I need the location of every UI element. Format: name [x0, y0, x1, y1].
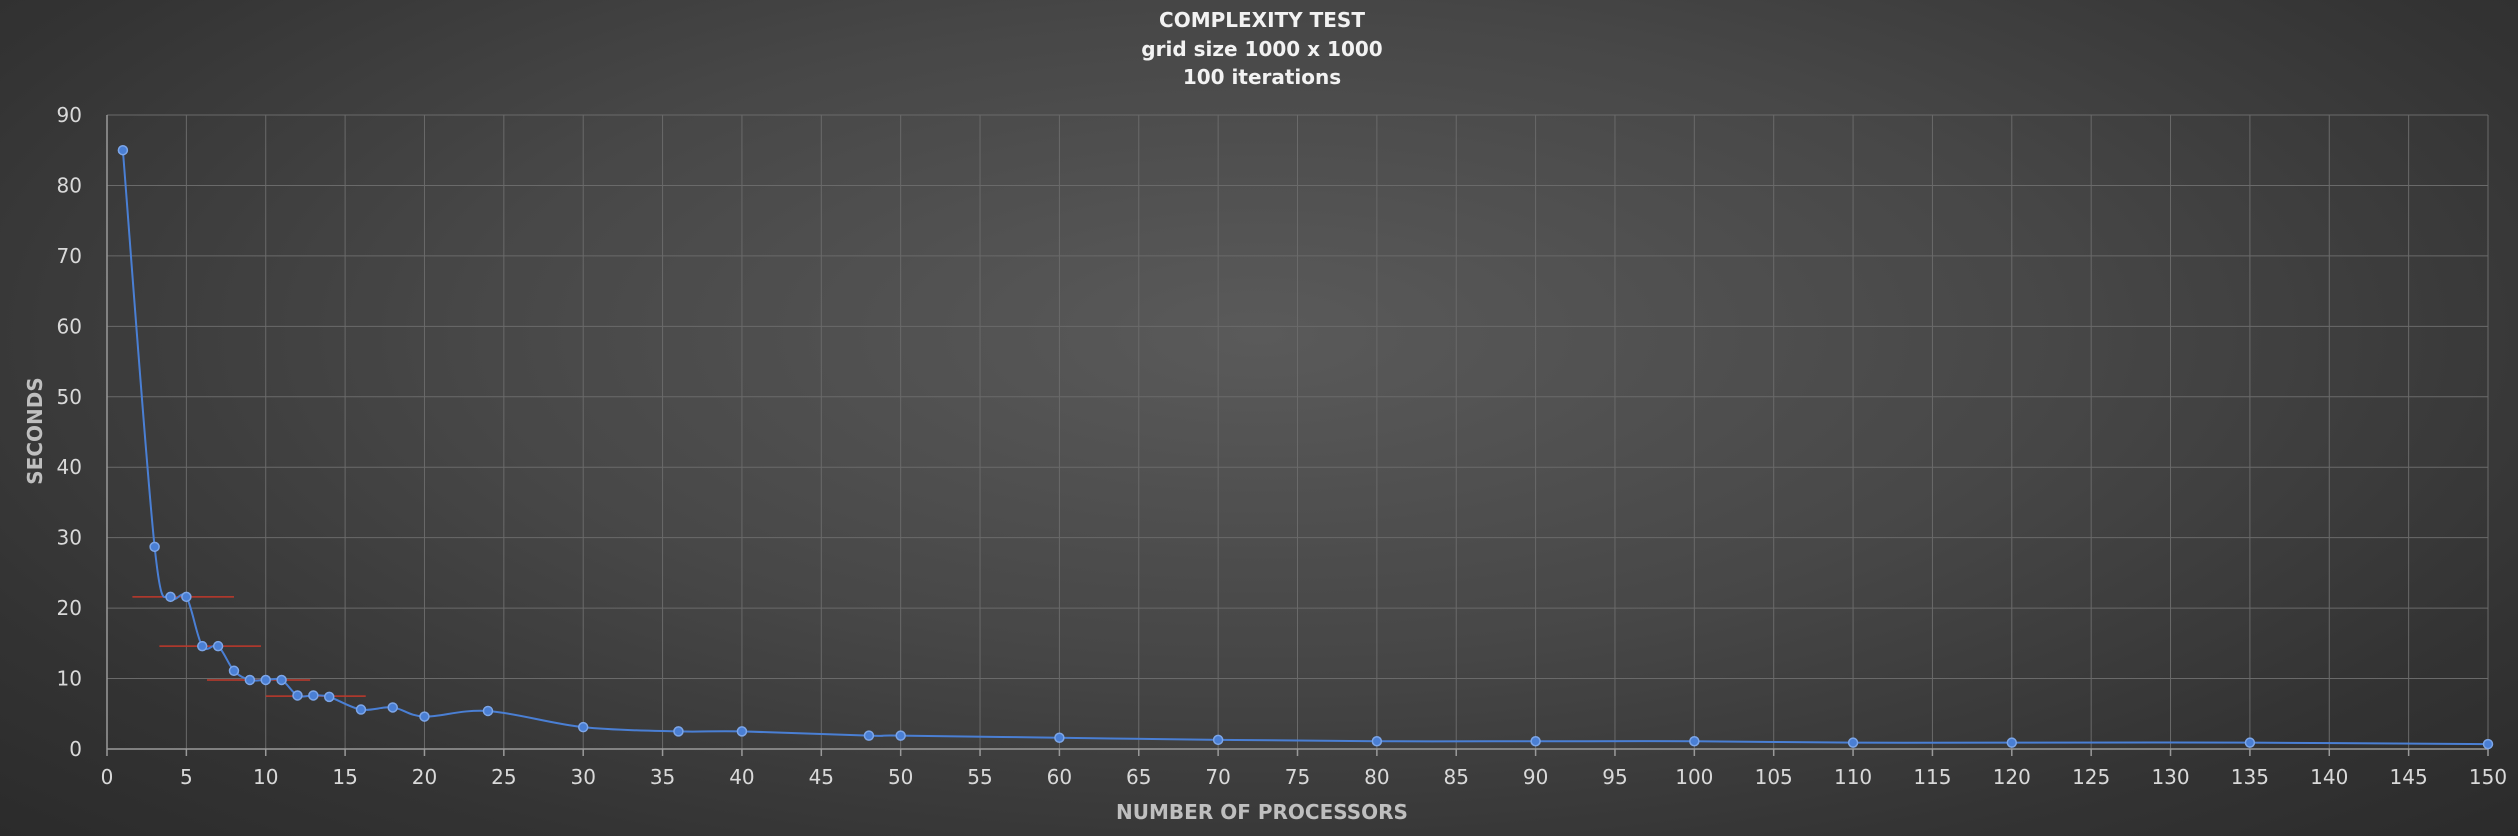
- data-point: [196, 640, 208, 652]
- data-point: [419, 711, 430, 722]
- data-point: [673, 726, 684, 737]
- x-tick-label: 5: [180, 765, 193, 789]
- x-tick-label: 25: [491, 765, 516, 789]
- x-tick-label: 60: [1047, 765, 1072, 789]
- data-point: [895, 730, 906, 741]
- chart-title: COMPLEXITY TEST: [1159, 8, 1365, 32]
- data-point: [165, 591, 176, 603]
- x-tick-label: 50: [888, 765, 913, 789]
- x-tick-label: 105: [1755, 765, 1793, 789]
- x-tick-label: 145: [2390, 765, 2428, 789]
- data-point: [2244, 737, 2256, 748]
- y-axis-label: SECONDS: [23, 377, 47, 485]
- x-tick-label: 70: [1205, 765, 1230, 789]
- data-point: [212, 640, 224, 652]
- data-point: [482, 705, 494, 717]
- y-tick-label: 20: [57, 596, 82, 620]
- x-tick-label: 95: [1602, 765, 1627, 789]
- x-tick-label: 80: [1364, 765, 1389, 789]
- x-tick-label: 0: [101, 765, 114, 789]
- chart-subtitle: grid size 1000 x 1000: [1141, 37, 1382, 61]
- y-tick-label: 70: [57, 244, 82, 268]
- x-tick-label: 55: [967, 765, 992, 789]
- x-tick-label: 100: [1675, 765, 1713, 789]
- data-point: [1212, 734, 1224, 746]
- data-point: [355, 704, 367, 715]
- data-point: [387, 702, 398, 713]
- y-tick-label: 10: [57, 667, 82, 691]
- y-tick-labels: 0 10 20 30 40 50 60 70 80 90: [57, 103, 82, 761]
- x-tick-label: 125: [2072, 765, 2110, 789]
- x-tick-label: 135: [2231, 765, 2269, 789]
- data-point: [577, 721, 589, 733]
- data-point: [2006, 737, 2018, 748]
- data-point: [1530, 736, 1541, 747]
- y-tick-label: 30: [57, 526, 82, 550]
- data-point: [149, 541, 160, 553]
- data-point: [117, 144, 129, 156]
- data-point: [276, 674, 287, 686]
- series-lines: [121, 150, 2489, 746]
- x-tick-label: 45: [809, 765, 834, 789]
- x-tick-label: 15: [332, 765, 357, 789]
- series-line: [121, 150, 2489, 746]
- x-tick-label: 65: [1126, 765, 1151, 789]
- x-tick-label: 115: [1913, 765, 1951, 789]
- data-point: [1689, 736, 1700, 747]
- y-tick-label: 0: [69, 737, 82, 761]
- x-tick-label: 120: [1993, 765, 2031, 789]
- data-point: [1371, 736, 1383, 747]
- data-point: [2482, 738, 2494, 750]
- x-axis-label: NUMBER OF PROCESSORS: [1116, 800, 1408, 824]
- y-tick-label: 90: [57, 103, 82, 127]
- data-point: [736, 726, 748, 737]
- x-tick-label: 75: [1285, 765, 1310, 789]
- x-tick-label: 150: [2469, 765, 2507, 789]
- y-tick-label: 50: [57, 385, 82, 409]
- data-point: [308, 690, 319, 701]
- x-tick-label: 20: [412, 765, 437, 789]
- x-tick-labels: 0 5 10 15 20 25 30 35 40 45 50 55 60 65 70 75 80 85 90 95 10…: [101, 765, 2507, 789]
- y-tick-label: 60: [57, 314, 82, 338]
- x-tick-label: 90: [1523, 765, 1548, 789]
- x-tick-label: 10: [253, 765, 278, 789]
- data-points: [117, 144, 2494, 750]
- data-point: [244, 674, 256, 686]
- data-point: [1847, 737, 1859, 748]
- grid-lines: [107, 114, 2489, 749]
- axes: [106, 115, 2489, 756]
- x-tick-label: 110: [1834, 765, 1872, 789]
- x-tick-label: 85: [1444, 765, 1469, 789]
- data-point: [228, 665, 240, 677]
- data-point: [181, 591, 192, 603]
- x-tick-label: 140: [2310, 765, 2348, 789]
- x-tick-label: 40: [729, 765, 754, 789]
- data-point: [260, 674, 271, 686]
- y-tick-label: 80: [57, 173, 82, 197]
- y-tick-label: 40: [57, 455, 82, 479]
- x-tick-label: 130: [2151, 765, 2189, 789]
- x-tick-label: 30: [570, 765, 595, 789]
- chart-subtitle-2: 100 iterations: [1183, 65, 1341, 89]
- data-point: [1054, 732, 1065, 743]
- x-tick-label: 35: [650, 765, 675, 789]
- data-point: [292, 690, 303, 701]
- data-point: [863, 730, 875, 741]
- data-point: [323, 691, 335, 703]
